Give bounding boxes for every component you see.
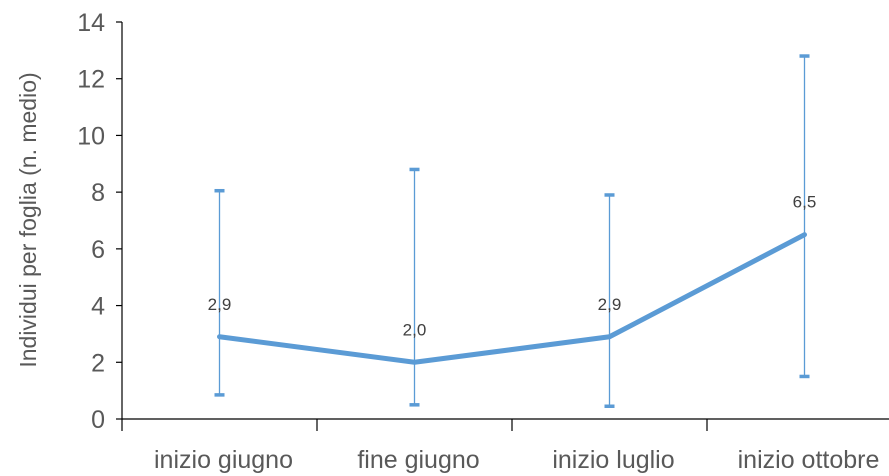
y-tick-label: 10 — [77, 122, 105, 150]
x-tick-label: fine giugno — [357, 446, 479, 474]
x-tick-label: inizio giugno — [154, 446, 293, 474]
y-tick-label: 8 — [91, 179, 105, 207]
y-tick-label: 2 — [91, 349, 105, 377]
data-label: 2,9 — [598, 295, 622, 314]
data-label: 6,5 — [793, 193, 817, 212]
y-axis-title: Individui per foglia (n. medio) — [15, 72, 41, 367]
data-label: 2,9 — [208, 295, 232, 314]
series-line-path — [217, 232, 807, 365]
y-axis: 0 2 4 6 8 10 12 14 — [77, 9, 123, 434]
series-line — [217, 232, 807, 365]
data-labels: 2,9 2,0 2,9 6,5 — [208, 193, 817, 340]
x-tick-label: inizio luglio — [552, 446, 674, 474]
x-axis: inizio giugno fine giugno inizio luglio ini… — [121, 418, 889, 474]
y-tick-label: 0 — [91, 406, 105, 434]
y-tick-label: 4 — [91, 293, 105, 321]
x-tick-label: inizio ottobre — [738, 446, 880, 474]
y-tick-label: 6 — [91, 236, 105, 264]
y-tick-label: 12 — [77, 66, 105, 94]
data-label: 2,0 — [403, 320, 427, 339]
error-bars — [214, 54, 810, 408]
y-tick-label: 14 — [77, 9, 105, 37]
